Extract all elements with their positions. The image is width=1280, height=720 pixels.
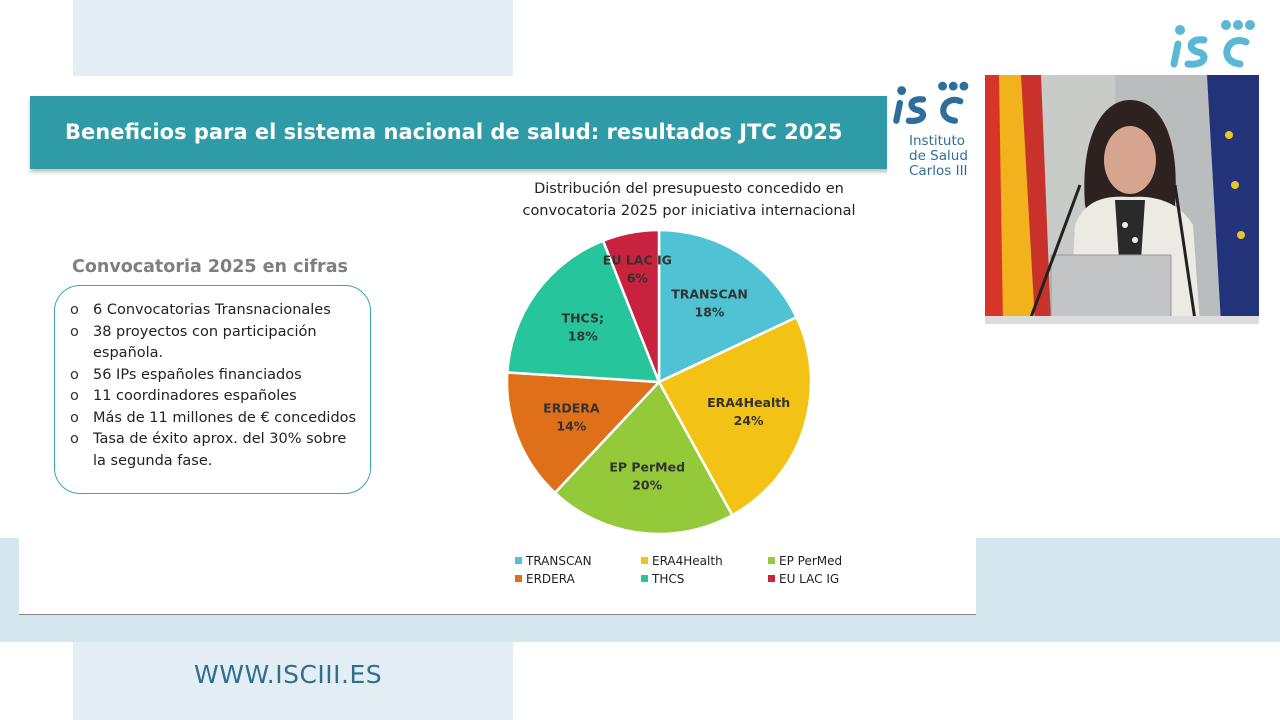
- stats-item-text: Más de 11 millones de € concedidos: [93, 409, 357, 426]
- stats-item: o 38 proyectos con participación española…: [70, 322, 360, 365]
- stats-item-text: 6 Convocatorias Transnacionales: [93, 302, 331, 318]
- stats-box: o 6 Convocatorias Transnacionales o 38 pro…: [54, 285, 371, 494]
- bullet-icon: o: [70, 431, 79, 447]
- legend-swatch: [515, 557, 522, 564]
- slide-title: Beneficios para el sistema nacional de s…: [65, 120, 843, 144]
- pie-slice-erdera: [505, 371, 662, 495]
- stats-heading: Convocatoria 2025 en cifras: [72, 257, 348, 277]
- stats-item-text: 11 coordinadores españoles: [93, 388, 297, 404]
- background-block-top: [73, 0, 513, 76]
- legend-swatch: [768, 557, 775, 564]
- pie-slice-eu-lac-ig: [601, 228, 661, 383]
- bullet-icon: o: [70, 409, 79, 426]
- legend-label: ERA4Health: [652, 554, 723, 568]
- chart-title: Distribución del presupuesto concedido e…: [479, 178, 899, 222]
- stats-item-text: 38 proyectos con participación española.: [93, 323, 317, 362]
- chart-title-line: convocatoria 2025 por iniciativa interna…: [522, 203, 856, 219]
- bullet-icon: o: [70, 302, 79, 318]
- stats-item: o 56 IPs españoles financiados: [70, 365, 360, 387]
- legend-item: ERA4Health: [641, 554, 723, 568]
- legend-label: EP PerMed: [779, 554, 843, 568]
- institute-logo: Instituto de Salud Carlos III: [887, 76, 976, 191]
- logo-line: Carlos III: [909, 163, 968, 179]
- bullet-icon: o: [70, 323, 79, 340]
- stats-item: o Más de 11 millones de € concedidos: [70, 408, 360, 430]
- bullet-icon: o: [70, 388, 79, 404]
- legend-item: TRANSCAN: [515, 554, 592, 568]
- legend-swatch: [515, 575, 522, 582]
- legend-item: EU LAC IG: [768, 572, 839, 586]
- footer-url: WWW.ISCIII.ES: [194, 660, 383, 689]
- chart-title-line: Distribución del presupuesto concedido e…: [534, 181, 844, 197]
- stats-item-text: 56 IPs españoles financiados: [93, 366, 302, 383]
- legend-swatch: [641, 557, 648, 564]
- logo-text: Instituto de Salud Carlos III: [909, 134, 968, 179]
- stats-item: o 6 Convocatorias Transnacionales: [70, 300, 360, 322]
- legend-label: THCS: [652, 572, 685, 586]
- legend-item: THCS: [641, 572, 684, 586]
- isc-logo-icon: [893, 81, 969, 125]
- pie-data-label: ERA4Health 24%: [707, 395, 790, 428]
- background-block-bottom: [73, 642, 513, 720]
- stats-item: o Tasa de éxito aprox. del 30% sobre la s…: [70, 429, 360, 472]
- stats-item-text: Tasa de éxito aprox. del 30% sobre la se…: [93, 431, 347, 469]
- pie-slice-thcs: [505, 239, 661, 384]
- legend-swatch: [641, 575, 648, 582]
- logo-line: Instituto: [909, 133, 966, 149]
- pie-chart: TRANSCAN 18% ERA4Health 24% EP PerMed 20% ERDE…: [505, 228, 813, 536]
- stats-item: o 11 coordinadores españoles: [70, 386, 360, 408]
- slide-header-bar: Beneficios para el sistema nacional de s…: [30, 96, 890, 169]
- presentation-slide: Beneficios para el sistema nacional de s…: [19, 76, 976, 615]
- pie-slice-transcan: [657, 228, 799, 384]
- pie-data-label: EU LAC IG 6%: [603, 253, 672, 286]
- legend-item: ERDERA: [515, 572, 575, 586]
- speaker-video: [985, 75, 1259, 324]
- stats-list: o 6 Convocatorias Transnacionales o 38 pro…: [70, 300, 360, 472]
- pie-slice-ep-permed: [553, 379, 734, 536]
- pie-data-label: EP PerMed 20%: [609, 459, 685, 492]
- legend-item: EP PerMed: [768, 554, 842, 568]
- pie-slice-era4health: [657, 315, 813, 517]
- pie-data-label: THCS; 18%: [562, 311, 604, 344]
- legend-label: ERDERA: [526, 572, 575, 586]
- logo-line: de Salud: [909, 148, 968, 164]
- isc-logo-icon: [1170, 20, 1255, 68]
- bullet-icon: o: [70, 366, 79, 383]
- legend-swatch: [768, 575, 775, 582]
- pie-data-label: ERDERA 14%: [543, 401, 600, 434]
- legend-label: EU LAC IG: [779, 572, 840, 586]
- pie-data-label: TRANSCAN 18%: [671, 286, 748, 319]
- legend-label: TRANSCAN: [526, 554, 592, 568]
